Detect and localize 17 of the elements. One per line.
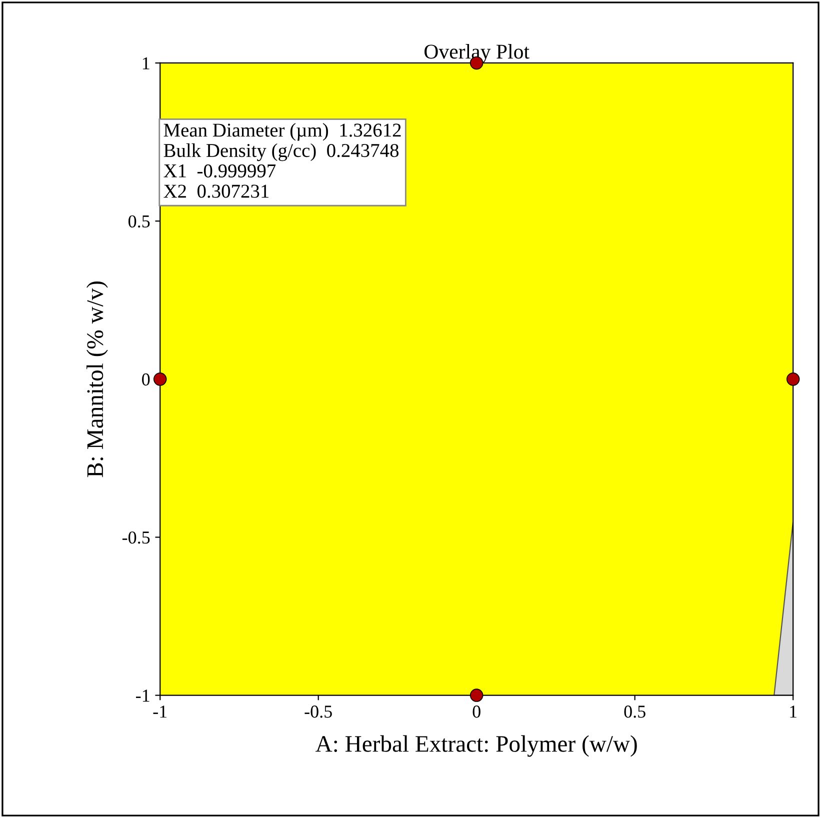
x-tick-label: -1 <box>153 706 167 718</box>
y-tick-label: -1 <box>136 690 150 702</box>
x-tick-label: -0.5 <box>304 706 332 718</box>
y-tick-label: 0 <box>142 373 150 386</box>
point <box>470 688 484 702</box>
x-tick-label: 0 <box>472 706 480 718</box>
y-tick-label: 0.5 <box>128 215 150 228</box>
point <box>153 372 167 386</box>
y-tick-label: 1 <box>142 57 150 70</box>
x-tick-label: 1 <box>790 706 797 718</box>
x-axis-title: A: Herbal Extract: Polymer (w/w) <box>316 735 637 757</box>
y-axis-title: B: Mannitol (% w/v) <box>86 281 108 478</box>
x-tick-label: 0.5 <box>624 706 646 718</box>
annotation: Mean Diameter (µm) 1.32612 Bulk Density (g/cc) 0.243748 X1 -0.999997 X2 0.307231 <box>164 123 401 198</box>
point <box>786 372 800 386</box>
y-tick-label: -0.5 <box>122 531 150 544</box>
chart-title: Overlay Plot <box>424 44 530 63</box>
